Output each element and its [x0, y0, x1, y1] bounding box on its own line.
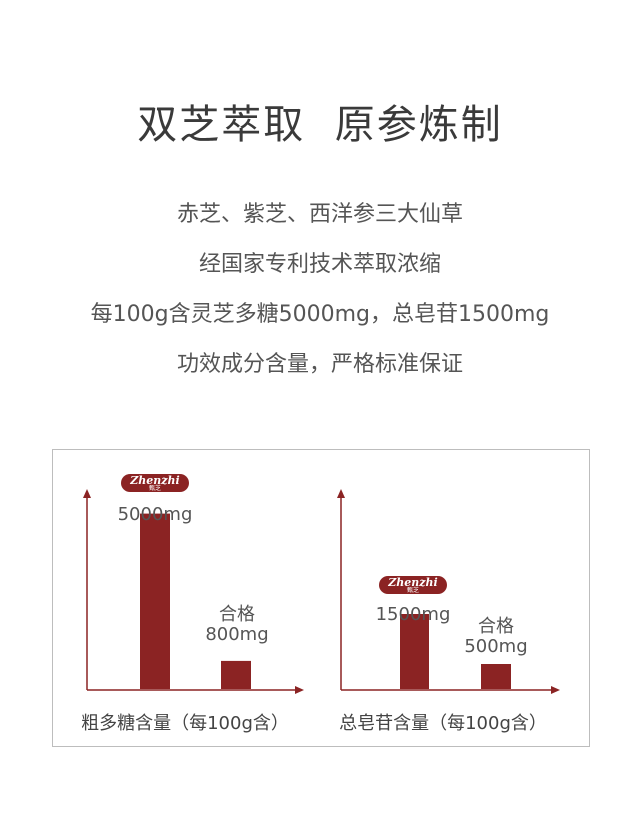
- chart1-bar2-qualified: 合格: [219, 604, 255, 625]
- chart2-caption: 总皂苷含量（每100g含）: [339, 713, 547, 734]
- chart1-x-axis-arrow: [295, 686, 304, 694]
- chart2-bar-1: [400, 614, 429, 689]
- page-headline: 双芝萃取 原参炼制: [137, 102, 503, 148]
- description-line-4: 功效成分含量，严格标准保证: [176, 352, 463, 377]
- chart2-bar2-value: 500mg: [464, 636, 528, 657]
- chart2-bar-2: [481, 664, 511, 689]
- chart2-bar2-qualified: 合格: [478, 616, 514, 637]
- description-line-2: 经国家专利技术萃取浓缩: [198, 252, 441, 277]
- chart1-bar2-value: 800mg: [205, 624, 269, 645]
- brand-name-text: Zhenzhi: [388, 576, 438, 589]
- description-line-1: 赤芝、紫芝、西洋参三大仙草: [176, 202, 463, 227]
- comparison-chart: [83, 489, 560, 694]
- chart2-bar1-value: 1500mg: [375, 604, 451, 625]
- chart1-bar-2: [221, 660, 251, 689]
- comparison-panel: Zhenzhi 甄芝 5000mg 合格 800mg 粗多糖含量（每100g含）…: [52, 449, 590, 747]
- chart1-caption: 粗多糖含量（每100g含）: [81, 713, 289, 734]
- brand-name-text: Zhenzhi: [130, 474, 180, 487]
- brand-badge-right: Zhenzhi 甄芝: [379, 576, 447, 594]
- chart1-bar1-value: 5000mg: [117, 504, 193, 525]
- description-line-3: 每100g含灵芝多糖5000mg，总皂苷1500mg: [90, 302, 550, 327]
- brand-sub-text: 甄芝: [406, 587, 419, 594]
- brand-sub-text: 甄芝: [148, 485, 161, 492]
- chart1-y-axis-arrow: [83, 489, 91, 498]
- chart2-x-axis-arrow: [551, 686, 560, 694]
- chart2-y-axis-arrow: [337, 489, 345, 498]
- chart1-bar-1: [140, 513, 170, 689]
- brand-badge-left: Zhenzhi 甄芝: [121, 474, 189, 492]
